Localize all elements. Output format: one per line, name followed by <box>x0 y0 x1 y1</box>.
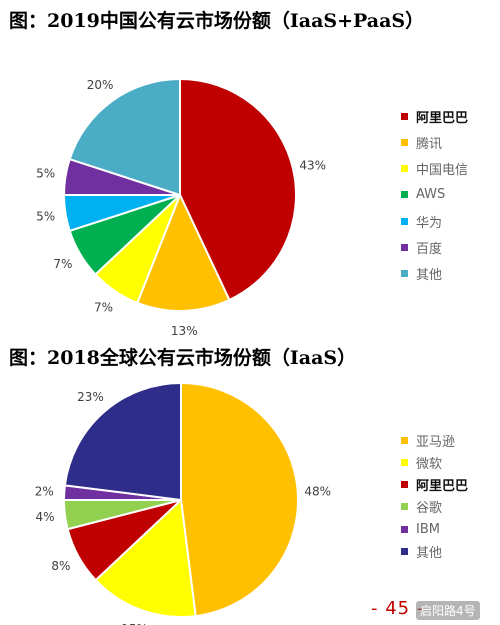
legend-item: 微软 <box>401 452 442 472</box>
legend-swatch <box>401 112 408 120</box>
legend-swatch <box>401 217 408 225</box>
pie-chart-2019: 43% 13% 7% 7% 5% 5% 20% <box>36 77 326 335</box>
legend-item: 腾讯 <box>401 132 442 152</box>
pie-slice-1 <box>179 77 297 302</box>
slice-value-label: 15% <box>121 622 148 625</box>
legend-item: 华为 <box>401 211 442 231</box>
chart-2018-global-cloud: 48% 15% 8% 4% 2% 23% 图：2018全球公有云市场份额（IaaS） 亚马… <box>0 335 500 625</box>
legend-label: 阿里巴巴 <box>416 110 469 126</box>
legend-item: IBM <box>401 519 440 539</box>
slice-value-label: 20% <box>87 78 114 92</box>
slice-value-label: 48% <box>304 484 331 498</box>
legend-label: 微软 <box>416 456 443 472</box>
legend-item: 其他 <box>401 264 442 284</box>
legend-swatch <box>401 138 408 146</box>
legend-label: 百度 <box>416 242 443 257</box>
legend-item: 阿里巴巴 <box>401 106 468 126</box>
legend-item: 亚马逊 <box>401 430 455 450</box>
legend-swatch <box>401 436 408 444</box>
slice-value-label: 5% <box>36 209 55 223</box>
slice-value-label: 7% <box>94 300 113 314</box>
slice-value-label: 4% <box>36 510 55 524</box>
slice-value-label: 5% <box>36 167 55 181</box>
legend-swatch <box>401 244 408 251</box>
legend-swatch <box>401 458 408 466</box>
pie-slice-7 <box>68 77 181 197</box>
slice-value-label: 2% <box>35 484 54 498</box>
chart-title: 图：2019中国公有云市场份额（IaaS+PaaS） <box>9 10 425 32</box>
slice-value-label: 23% <box>77 390 104 404</box>
legend-label: 其他 <box>416 546 443 561</box>
legend-label: 中国电信 <box>416 163 469 179</box>
page-number: - 45 - <box>371 598 425 619</box>
legend-item: AWS <box>401 185 445 205</box>
legend-label: 华为 <box>416 215 443 231</box>
legend-item: 中国电信 <box>401 159 468 179</box>
legend-item: 其他 <box>401 542 442 562</box>
legend-swatch <box>401 525 408 533</box>
legend-swatch <box>401 191 408 199</box>
legend-item: 谷歌 <box>401 497 442 517</box>
legend-label: 其他 <box>416 268 443 284</box>
legend-swatch <box>401 165 408 173</box>
legend-label: AWS <box>416 187 446 203</box>
slice-value-label: 7% <box>53 257 72 271</box>
legend-item: 百度 <box>401 238 442 258</box>
legend-item: 阿里巴巴 <box>401 475 468 495</box>
chart-2019-china-cloud: 43% 13% 7% 7% 5% 5% 20% 图：2019中国公有云市场份额（IaaS+P… <box>9 10 468 335</box>
pie-slice-2 <box>135 192 231 312</box>
pie-slice-1 <box>180 381 299 618</box>
chart-title: 图：2018全球公有云市场份额（IaaS） <box>9 347 357 369</box>
legend-swatch <box>401 481 408 489</box>
slice-value-label: 8% <box>51 559 70 573</box>
legend-label: 亚马逊 <box>416 434 456 450</box>
slice-value-label: 43% <box>299 158 326 172</box>
legend-swatch <box>401 503 408 511</box>
legend-swatch <box>401 548 408 555</box>
pie-slice-2 <box>94 497 197 618</box>
legend-label: IBM <box>416 521 440 537</box>
legend-label: 阿里巴巴 <box>416 479 469 495</box>
watermark-label: 启阳路4号 <box>416 601 480 620</box>
legend-label: 谷歌 <box>416 501 443 517</box>
slice-value-label: 13% <box>171 324 198 335</box>
pie-slice-6 <box>63 381 182 502</box>
legend-swatch <box>401 270 408 278</box>
pie-chart-2018: 48% 15% 8% 4% 2% 23% <box>35 381 331 625</box>
legend-label: 腾讯 <box>416 136 443 152</box>
